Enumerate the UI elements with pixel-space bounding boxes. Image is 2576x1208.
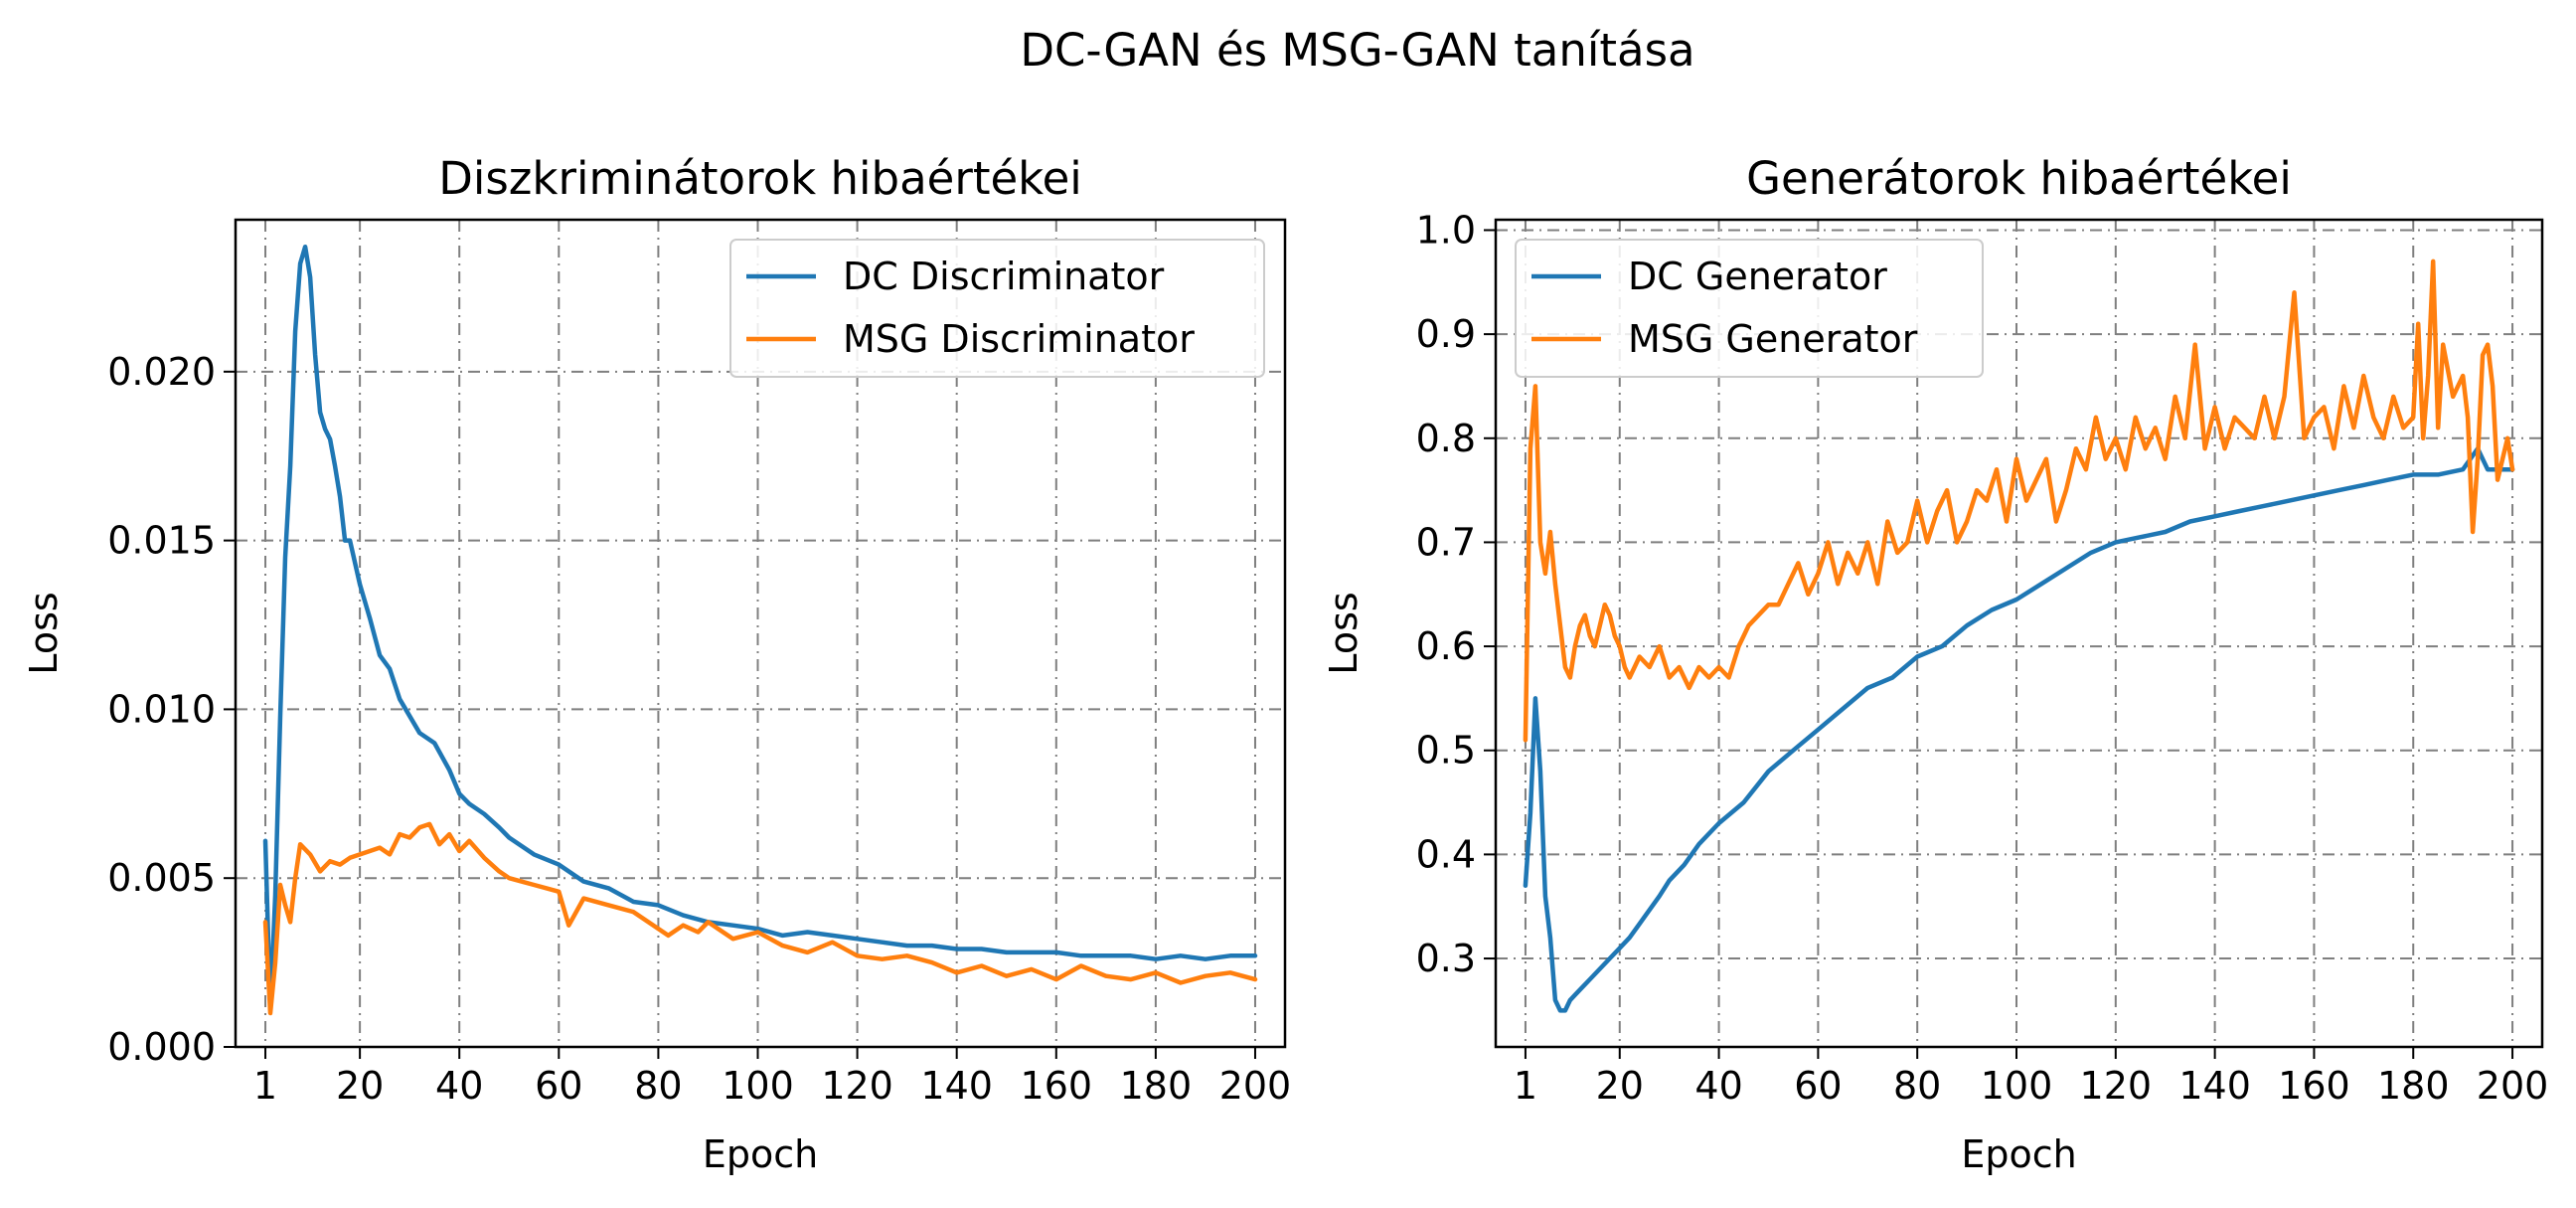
y-tick-label: 0.8 [1416,417,1476,460]
x-tick-label: 60 [1794,1064,1842,1108]
y-tick-label: 0.9 [1416,312,1476,356]
y-tick-label: 0.6 [1416,624,1476,668]
series-line-dc-generator [1523,445,2515,1013]
x-axis-label: Epoch [703,1132,818,1176]
y-tick-label: 0.020 [107,350,216,394]
x-tick-label: 60 [535,1064,582,1108]
series-line-msg-generator [1523,259,2515,743]
x-tick-label: 100 [1981,1064,2053,1108]
y-tick-label: 0.015 [107,519,216,563]
x-axis-label: Epoch [1961,1132,2076,1176]
x-tick-label: 140 [2178,1064,2251,1108]
x-tick-label: 180 [1120,1064,1193,1108]
x-tick-label: 200 [1219,1064,1292,1108]
x-tick-label: 40 [1694,1064,1742,1108]
y-tick-label: 0.7 [1416,520,1476,564]
legend-label: MSG Generator [1628,317,1918,361]
legend-box [1515,239,1984,378]
x-tick-label: 80 [634,1064,682,1108]
plot-title: Generátorok hibaértékei [1746,152,2292,205]
x-tick-label: 160 [1021,1064,1093,1108]
y-tick-label: 0.5 [1416,729,1476,773]
x-tick-label: 20 [336,1064,384,1108]
x-tick-label: 180 [2377,1064,2450,1108]
x-tick-label: 40 [435,1064,483,1108]
x-tick-label: 120 [821,1064,893,1108]
y-tick-label: 0.000 [107,1025,216,1069]
y-tick-label: 0.3 [1416,937,1476,980]
discriminator-loss-plot: 1 20 40 60 80 100 120 140 160 180 2000.0000.0050.0… [22,152,1291,1176]
y-tick-label: 0.4 [1416,832,1476,876]
plot-frame [234,218,1287,1049]
y-tick-label: 0.010 [107,687,216,731]
y-tick-label: 1.0 [1416,208,1476,252]
plot-frame [1494,218,2544,1049]
y-tick-label: 0.005 [107,856,216,900]
x-tick-label: 1 [1514,1064,1537,1108]
x-tick-label: 20 [1596,1064,1644,1108]
x-tick-label: 200 [2477,1064,2549,1108]
x-tick-label: 140 [920,1064,993,1108]
x-tick-label: 100 [722,1064,794,1108]
y-axis-label: Loss [22,592,66,674]
x-tick-label: 160 [2278,1064,2350,1108]
generator-loss-plot: 1 20 40 60 80 100 120 140 160 180 2000.30.40.50.60… [1322,152,2548,1176]
x-tick-label: 1 [253,1064,277,1108]
x-tick-label: 120 [2080,1064,2153,1108]
plot-title: Diszkriminátorok hibaértékei [438,152,1082,205]
figure-title: DC-GAN és MSG-GAN tanítása [1020,24,1694,77]
legend-box [729,239,1265,378]
series-line-dc-discriminator [262,244,1258,1012]
legend-label: DC Discriminator [843,255,1165,298]
y-axis-label: Loss [1322,592,1366,674]
legend-label: DC Generator [1628,255,1887,298]
legend-label: MSG Discriminator [843,317,1195,361]
series-line-msg-discriminator [262,821,1258,1016]
x-tick-label: 80 [1893,1064,1941,1108]
